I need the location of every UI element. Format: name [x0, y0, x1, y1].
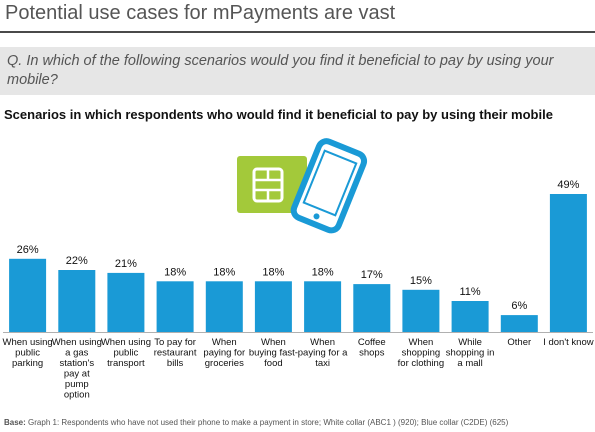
category-label-line: pay at: [64, 369, 90, 380]
category-label-line: option: [64, 390, 90, 401]
bar: [549, 194, 587, 332]
bar-value-label: 49%: [557, 179, 579, 191]
bar: [156, 281, 194, 332]
category-label-line: parking: [12, 358, 43, 369]
category-label-line: When: [261, 337, 286, 348]
category-label: When paying for a taxi: [298, 337, 348, 369]
page-title: Potential use cases for mPayments are va…: [5, 2, 396, 24]
category-label-line: When: [310, 337, 335, 348]
phone-screen: [302, 149, 358, 217]
bar-value-label: 18%: [262, 266, 284, 278]
bar-value-label: 15%: [410, 275, 432, 287]
category-label: Coffee shops: [358, 337, 386, 359]
category-label-line: for clothing: [398, 358, 444, 369]
bar-value-label: 18%: [164, 266, 186, 278]
category-label-line: When using: [52, 337, 102, 348]
footnote: Base: Graph 1: Respondents who have not …: [4, 418, 508, 427]
footnote-text: Graph 1: Respondents who have not used t…: [28, 418, 509, 427]
bar: [451, 301, 489, 332]
category-label-line: When: [212, 337, 237, 348]
category-label-line: While: [458, 337, 482, 348]
category-label-line: station's: [60, 358, 95, 369]
category-label-line: Coffee: [358, 337, 386, 348]
title-divider: [0, 31, 595, 33]
bar-value-label: 18%: [312, 266, 334, 278]
category-label-line: I don't know: [543, 337, 594, 348]
category-label-line: public: [113, 348, 138, 359]
category-label-line: bills: [167, 358, 184, 369]
bar: [254, 281, 292, 332]
sim-card-and-mobile-phone-icon: [237, 138, 368, 234]
category-label-line: shopping: [402, 348, 441, 359]
bar-value-label: 17%: [361, 269, 383, 281]
bar: [353, 284, 391, 332]
category-label: When using public parking: [3, 337, 53, 369]
bar: [402, 289, 440, 332]
category-label-line: public: [15, 348, 40, 359]
phone-home-button: [313, 213, 320, 220]
chart-title: Scenarios in which respondents who would…: [4, 107, 553, 122]
category-label-line: Other: [507, 337, 531, 348]
category-label: When buying fast-food: [249, 337, 298, 369]
category-label-line: restaurant: [154, 348, 197, 359]
category-label-line: groceries: [205, 358, 244, 369]
bar: [304, 281, 342, 332]
category-label-line: pump: [65, 379, 89, 390]
category-label: When shopping for clothing: [398, 337, 444, 369]
category-label-line: food: [264, 358, 283, 369]
bar: [107, 272, 145, 332]
category-label: When paying for groceries: [203, 337, 245, 369]
question-box: [0, 47, 595, 95]
bar: [9, 258, 47, 332]
category-label-line: taxi: [315, 358, 330, 369]
category-label: When using public transport: [101, 337, 151, 369]
category-label-line: shopping in: [446, 348, 495, 359]
bar: [500, 315, 538, 332]
category-label-line: buying fast-: [249, 348, 298, 359]
category-label-line: When using: [3, 337, 53, 348]
category-label: While shopping in a mall: [446, 337, 495, 369]
bar-value-label: 22%: [66, 255, 88, 267]
category-label-line: a mall: [457, 358, 482, 369]
bar-value-label: 18%: [213, 266, 235, 278]
category-label: I don't know: [543, 337, 594, 348]
bar: [58, 270, 96, 332]
bar: [205, 281, 243, 332]
bar-value-label: 6%: [511, 300, 527, 312]
footnote-label: Base:: [4, 418, 26, 427]
category-label: Other: [507, 337, 531, 348]
survey-question: Q. In which of the following scenarios w…: [7, 53, 554, 88]
category-label-line: When using: [101, 337, 151, 348]
category-label: To pay for restaurant bills: [154, 337, 197, 369]
category-label-line: transport: [107, 358, 145, 369]
category-label-line: paying for a: [298, 348, 348, 359]
category-label-line: shops: [359, 348, 385, 359]
mobile-phone: [290, 138, 368, 234]
bar-value-label: 11%: [459, 286, 480, 298]
bar-value-label: 26%: [17, 244, 39, 256]
category-label: When using a gas station's pay at pump option: [52, 337, 102, 401]
category-label-line: a gas: [65, 348, 88, 359]
category-label-line: When: [408, 337, 433, 348]
bar-value-label: 21%: [115, 258, 137, 270]
category-label-line: paying for: [203, 348, 245, 359]
category-label-line: To pay for: [154, 337, 196, 348]
